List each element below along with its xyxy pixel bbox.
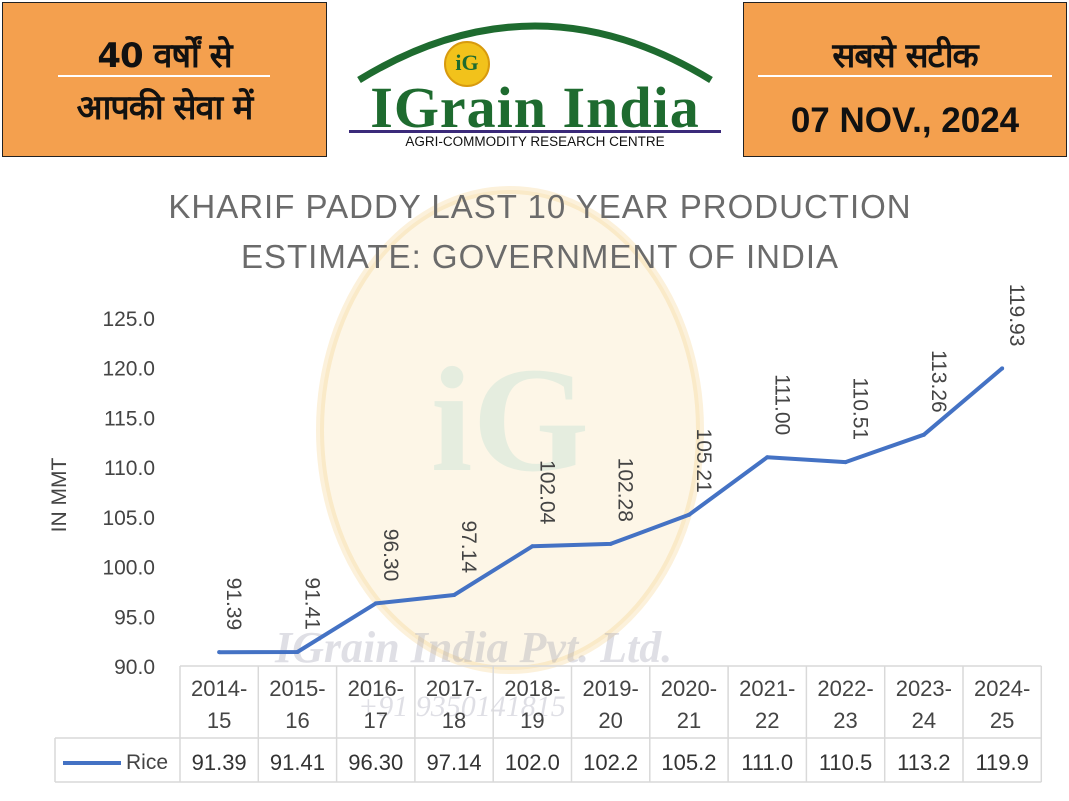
data-point	[1000, 366, 1005, 371]
y-tick-label: 105.0	[102, 507, 155, 530]
data-label: 102.28	[614, 458, 637, 522]
accuracy-tagline: सबसे सटीक	[832, 36, 978, 76]
x-tick-label: 19	[520, 708, 544, 733]
x-tick-label: 21	[677, 708, 701, 733]
date-divider	[758, 75, 1052, 77]
table-value-cell: 105.2	[661, 750, 716, 775]
x-tick-label: 17	[364, 708, 388, 733]
y-tick-label: 125.0	[102, 308, 155, 331]
data-label: 97.14	[457, 520, 480, 573]
y-tick-label: 95.0	[114, 606, 155, 629]
x-tick-label: 24	[912, 708, 936, 733]
chart-title-line2: ESTIMATE: GOVERNMENT OF INDIA	[241, 238, 839, 275]
chart-title-line1: KHARIF PADDY LAST 10 YEAR PRODUCTION	[168, 188, 912, 225]
brand-tagline: AGRI-COMMODITY RESEARCH CENTRE	[405, 134, 665, 149]
table-value-cell: 102.0	[505, 750, 560, 775]
data-point	[765, 455, 770, 460]
x-tick-label: 2018-	[504, 676, 560, 701]
x-tick-label: 2015-	[269, 676, 325, 701]
y-tick-label: 100.0	[102, 557, 155, 580]
x-tick-label: 2019-	[583, 676, 639, 701]
table-value-cell: 110.5	[819, 750, 872, 775]
x-tick-label: 2022-	[817, 676, 873, 701]
y-tick-label: 115.0	[104, 407, 155, 430]
report-date: 07 NOV., 2024	[790, 101, 1020, 140]
data-point	[530, 544, 535, 549]
table-value-cell: 102.2	[583, 750, 638, 775]
data-label: 110.51	[849, 377, 872, 440]
logo-badge-text: iG	[455, 50, 479, 75]
x-tick-label: 16	[285, 708, 309, 733]
data-point	[686, 512, 691, 517]
logo-badge-circle	[444, 41, 490, 87]
tagline-line2: आपकी सेवा में	[76, 88, 254, 128]
table-value-cell: 119.9	[975, 750, 1028, 775]
data-label: 113.26	[927, 350, 950, 413]
svg-text:iG: iG	[431, 337, 589, 503]
tagline-panel: 40 वर्षों से आपकी सेवा में	[2, 2, 327, 157]
x-tick-label: 2020-	[661, 676, 717, 701]
x-tick-label: 2024-	[974, 676, 1030, 701]
data-label: 111.00	[770, 374, 793, 435]
x-tick-label: 25	[990, 708, 1014, 733]
watermark-company: IGrain India Pvt. Ltd.	[275, 623, 673, 672]
data-point	[295, 649, 300, 654]
x-tick-label: 15	[207, 708, 231, 733]
data-label: 91.41	[300, 577, 323, 630]
table-value-cell: 91.39	[192, 750, 247, 775]
x-tick-label: 2021-	[739, 676, 795, 701]
tagline-line1: 40 वर्षों से	[97, 36, 232, 76]
x-tick-label: 18	[442, 708, 466, 733]
y-tick-label: 90.0	[114, 656, 155, 679]
y-tick-label: 110.0	[104, 457, 155, 480]
brand-logo: iG IGrain India AGRI-COMMODITY RESEARCH …	[327, 2, 743, 157]
y-tick-label: 120.0	[102, 358, 155, 381]
data-point	[373, 601, 378, 606]
data-label: 96.30	[379, 529, 402, 582]
x-tick-label: 2017-	[426, 676, 482, 701]
table-value-cell: 113.2	[897, 750, 950, 775]
watermark-phone: +91 9350141815	[358, 690, 566, 723]
brand-underline	[349, 130, 721, 133]
legend-label: Rice	[126, 751, 168, 774]
date-panel: सबसे सटीक 07 NOV., 2024	[743, 2, 1067, 157]
data-point	[452, 593, 457, 598]
data-point	[608, 541, 613, 546]
table-value-cell: 96.30	[348, 750, 403, 775]
data-label: 102.04	[535, 460, 558, 525]
brand-name: IGrain India	[370, 75, 700, 140]
x-tick-label: 2023-	[896, 676, 952, 701]
production-line-chart: 90.0 95.0 100.0 105.0 110.0 115.0 120.0 125.0 IN…	[48, 284, 1043, 783]
data-label: 91.39	[222, 578, 245, 631]
table-value-cell: 97.14	[427, 750, 482, 775]
x-tick-label: 2016-	[348, 676, 404, 701]
data-point	[921, 432, 926, 437]
x-tick-label: 23	[833, 708, 857, 733]
x-tick-label: 22	[755, 708, 779, 733]
data-label: 119.93	[1005, 284, 1028, 347]
x-tick-label: 20	[598, 708, 622, 733]
tagline-divider	[58, 75, 270, 77]
data-point	[217, 650, 222, 655]
x-tick-label: 2014-	[191, 676, 247, 701]
logo-arch	[357, 22, 713, 87]
table-value-cell: 111.0	[741, 750, 793, 775]
data-label: 105.21	[692, 429, 715, 493]
series-line-rice	[219, 366, 1004, 655]
header-banner: 40 वर्षों से आपकी सेवा में iG IGrain Ind…	[0, 0, 1069, 160]
y-axis-title: IN MMT	[48, 458, 71, 533]
data-point	[843, 460, 848, 465]
table-value-cell: 91.41	[270, 750, 325, 775]
